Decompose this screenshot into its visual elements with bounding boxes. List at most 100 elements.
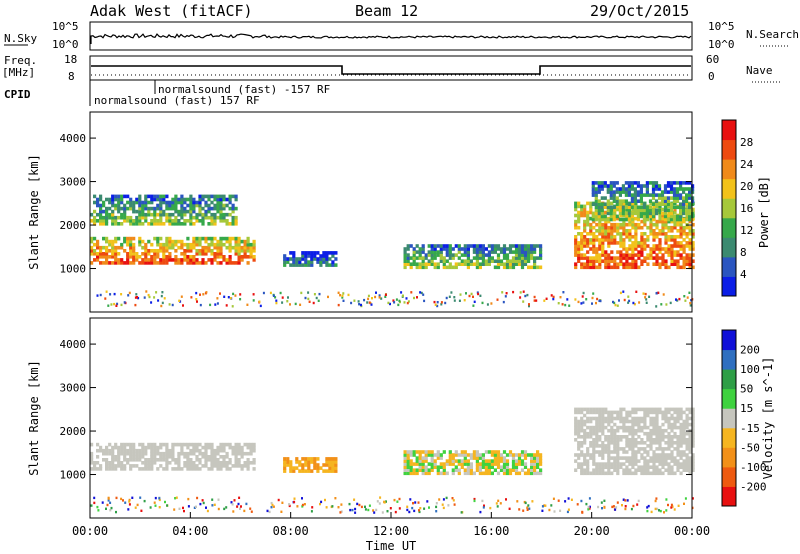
heatmap-cell (511, 265, 516, 270)
heatmap-cell (628, 299, 631, 303)
heatmap-cell (673, 422, 677, 427)
velocity-heatmap (90, 407, 695, 514)
nsearch-tick-top: 10^5 (708, 20, 735, 33)
heatmap-cell (643, 238, 647, 242)
heatmap-cell (691, 229, 695, 233)
heatmap-cell (445, 253, 449, 257)
heatmap-cell (665, 498, 668, 501)
heatmap-cell (628, 253, 632, 257)
heatmap-cell (219, 194, 223, 199)
heatmap-cell (634, 407, 638, 412)
heatmap-cell (533, 462, 537, 466)
heatmap-cell (691, 465, 695, 469)
heatmap-cell (610, 225, 614, 230)
heatmap-cell (688, 196, 692, 200)
heatmap-cell (661, 256, 665, 260)
heatmap-cell (186, 442, 190, 447)
heatmap-cell (177, 261, 181, 265)
heatmap-cell (685, 425, 689, 430)
heatmap-cell (189, 464, 193, 468)
heatmap-cell (691, 416, 695, 421)
heatmap-cell (612, 217, 616, 222)
heatmap-cell (433, 459, 437, 463)
heatmap-cell (505, 247, 510, 251)
heatmap-cell (505, 253, 510, 257)
heatmap-cell (298, 463, 302, 467)
heatmap-cell (135, 458, 139, 462)
heatmap-cell (527, 247, 531, 251)
heatmap-cell (301, 251, 305, 255)
heatmap-cell (105, 215, 109, 220)
heatmap-cell (580, 407, 584, 412)
heatmap-cell (93, 496, 96, 500)
heatmap-cell (688, 291, 691, 294)
heatmap-cell (688, 205, 692, 210)
heatmap-cell (637, 425, 641, 430)
heatmap-cell (334, 463, 338, 467)
heatmap-cell (595, 416, 599, 421)
heatmap-cell (655, 425, 659, 430)
heatmap-cell (159, 249, 163, 253)
heatmap-cell (216, 297, 219, 300)
heatmap-cell (631, 256, 635, 260)
nsky-label: N.Sky (4, 32, 37, 45)
heatmap-cell (595, 250, 599, 254)
heatmap-cell (559, 509, 562, 512)
heatmap-cell (639, 196, 643, 200)
heatmap-cell (493, 259, 497, 263)
heatmap-cell (457, 262, 461, 266)
heatmap-cell (610, 425, 614, 430)
heatmap-cell (636, 184, 640, 188)
heatmap-cell (618, 190, 622, 194)
heatmap-cell (631, 453, 635, 457)
colorbar-frame (721, 329, 737, 507)
heatmap-cell (634, 241, 638, 245)
heatmap-cell (304, 463, 308, 467)
heatmap-cell (403, 301, 406, 304)
heatmap-cell (511, 468, 516, 472)
heatmap-cell (580, 428, 584, 433)
heatmap-cell (147, 258, 151, 262)
heatmap-cell (622, 416, 626, 421)
heatmap-cell (237, 451, 241, 456)
heatmap-cell (643, 247, 647, 251)
heatmap-cell (654, 193, 659, 197)
heatmap-cell (271, 503, 274, 507)
heatmap-cell (583, 428, 587, 433)
heatmap-cell (613, 422, 617, 427)
heatmap-cell (594, 181, 598, 185)
heatmap-cell (520, 450, 525, 454)
heatmap-cell (601, 422, 605, 427)
heatmap-cell (234, 239, 238, 244)
heatmap-cell (577, 441, 581, 445)
heatmap-cell (111, 197, 115, 202)
heatmap-cell (186, 464, 190, 468)
heatmap-cell (670, 459, 674, 463)
heatmap-cell (646, 431, 650, 436)
heatmap-cell (165, 212, 169, 217)
heatmap-cell (105, 236, 109, 241)
heatmap-cell (243, 255, 247, 259)
heatmap-cell (337, 291, 340, 294)
heatmap-cell (645, 187, 649, 191)
heatmap-cell (325, 469, 329, 473)
heatmap-cell (518, 508, 521, 511)
heatmap-cell (676, 262, 680, 266)
colorbar-swatch (722, 427, 736, 448)
heatmap-cell (519, 291, 522, 294)
heatmap-cell (625, 471, 629, 476)
heatmap-cell (222, 258, 226, 262)
heatmap-cell (436, 465, 440, 469)
heatmap-cell (451, 247, 455, 251)
heatmap-cell (574, 213, 578, 218)
heatmap-cell (643, 422, 647, 427)
heatmap-cell (517, 456, 522, 460)
heatmap-cell (600, 217, 604, 222)
heatmap-cell (604, 262, 608, 266)
heatmap-cell (134, 303, 137, 307)
heatmap-cell (639, 187, 643, 191)
heatmap-cell (304, 257, 308, 261)
heatmap-cell (598, 247, 602, 251)
heatmap-cell (634, 453, 638, 457)
heatmap-cell (619, 416, 623, 421)
